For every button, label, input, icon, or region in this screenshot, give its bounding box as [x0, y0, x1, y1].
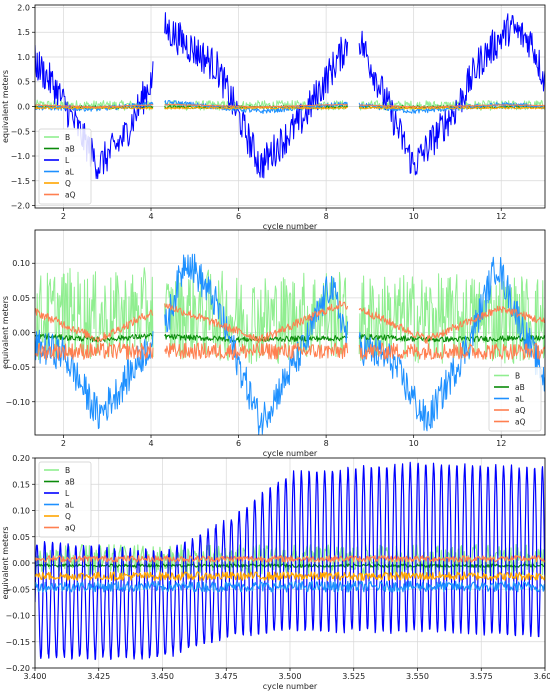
legend-label-aB: aB: [515, 383, 525, 392]
x-axis-label: cycle number: [263, 449, 318, 458]
series-line-aL: [35, 580, 545, 593]
legend-label-B: B: [65, 466, 70, 475]
x-tick-label: 3.400: [24, 672, 47, 681]
y-tick-label: 1.5: [17, 28, 30, 37]
y-tick-label: −0.05: [5, 585, 30, 594]
legend-box: [488, 367, 542, 432]
x-tick-label: 4: [148, 212, 153, 221]
x-tick-label: 12: [496, 439, 506, 448]
x-tick-label: 8: [324, 212, 329, 221]
legend-label-aQ: aQ: [515, 406, 526, 415]
series-line-aB: [35, 333, 545, 343]
x-axis-label: cycle number: [263, 682, 318, 691]
y-tick-label: −2.0: [11, 202, 30, 211]
x-tick-label: 2: [61, 212, 66, 221]
legend-label-L: L: [65, 489, 70, 498]
y-tick-label: −1.0: [11, 152, 30, 161]
x-tick-label: 3.525: [342, 672, 365, 681]
series-line-aQ: [35, 555, 545, 563]
x-tick-label: 10: [409, 212, 419, 221]
y-tick-label: 0.20: [12, 454, 30, 463]
series-line-Q: [35, 571, 545, 581]
x-tick-label: 3.575: [470, 672, 493, 681]
x-tick-label: 12: [496, 212, 506, 221]
legend: BaB LaL QaQ: [38, 461, 92, 538]
y-tick-label: 0.10: [12, 507, 30, 516]
legend-label-B: B: [515, 372, 520, 381]
chart-panel-3: 3.400 3.425 3.450 3.475 3.500 3.525 3.550 3.575…: [1, 454, 550, 691]
y-tick-label: 0.5: [17, 78, 30, 87]
plot-area: [35, 12, 545, 180]
x-tick-label: 3.500: [279, 672, 302, 681]
x-tick-label: 2: [61, 439, 66, 448]
legend-label-aQ: aQ: [515, 418, 526, 427]
legend-label-B: B: [65, 133, 70, 142]
legend-label-aL: aL: [65, 168, 75, 177]
y-tick-label: 0.05: [12, 294, 30, 303]
y-axis-label: equivalent meters: [1, 526, 10, 599]
x-tick-label: 4: [148, 439, 153, 448]
series-line-aQ: [35, 342, 545, 360]
y-axis-label: equivalent meters: [1, 296, 10, 369]
series-line-aB: [35, 563, 545, 568]
y-tick-label: 0.15: [12, 480, 30, 489]
x-tick-label: 8: [324, 439, 329, 448]
y-tick-label: −0.05: [5, 363, 30, 372]
series-line-aQ: [35, 300, 545, 344]
y-tick-label: 0.00: [12, 329, 30, 338]
y-axis-label: equivalent meters: [1, 70, 10, 143]
x-tick-label: 3.450: [151, 672, 174, 681]
legend-label-aL: aL: [65, 501, 75, 510]
y-tick-label: 2.0: [17, 3, 30, 12]
y-tick-label: 1.0: [17, 53, 30, 62]
plot-area: [35, 253, 545, 435]
legend-label-Q: Q: [65, 179, 71, 188]
legend: BaB aL aQ aQ: [488, 367, 542, 432]
legend-label-aQ: aQ: [65, 191, 76, 200]
y-tick-label: −0.20: [5, 664, 30, 673]
x-axis-label: cycle number: [263, 222, 318, 231]
legend: BaB LaL QaQ: [38, 128, 92, 205]
legend-label-L: L: [65, 156, 70, 165]
chart-panel-2: 2 4 6 8 10 12 −0.10 −0.05 0.00 0.05 0.10 cycle numb…: [1, 229, 546, 458]
series-line-aL: [35, 253, 545, 435]
y-tick-label: 0.0: [17, 103, 30, 112]
series-line-L: [35, 12, 545, 180]
y-tick-label: 0.05: [12, 533, 30, 542]
legend-label-Q: Q: [65, 512, 71, 521]
y-tick-label: 0.10: [12, 259, 30, 268]
legend-label-aB: aB: [65, 145, 75, 154]
x-tick-label: 3.475: [215, 672, 238, 681]
plot-area: [35, 461, 545, 661]
y-tick-label: −0.15: [5, 638, 30, 647]
y-tick-label: −0.5: [11, 127, 30, 136]
y-tick-label: 0.00: [12, 559, 30, 568]
chart-panel-1: 2 4 6 8 10 12 −2.0 −1.5 −1.0 −0.5 0.0 0.5 1.0 1.5 2.0 c…: [1, 3, 546, 231]
x-tick-label: 3.600: [534, 672, 550, 681]
legend-label-aQ: aQ: [65, 524, 76, 533]
y-tick-label: −1.5: [11, 177, 30, 186]
y-tick-label: −0.10: [5, 612, 30, 621]
series-line-aQ: [35, 103, 545, 108]
y-tick-label: −0.10: [5, 398, 30, 407]
x-tick-label: 6: [236, 212, 241, 221]
legend-label-aL: aL: [515, 395, 525, 404]
x-tick-label: 3.425: [87, 672, 110, 681]
x-tick-label: 3.550: [406, 672, 429, 681]
x-tick-label: 10: [409, 439, 419, 448]
series-line-L: [35, 461, 545, 661]
x-tick-label: 6: [236, 439, 241, 448]
legend-label-aB: aB: [65, 478, 75, 487]
